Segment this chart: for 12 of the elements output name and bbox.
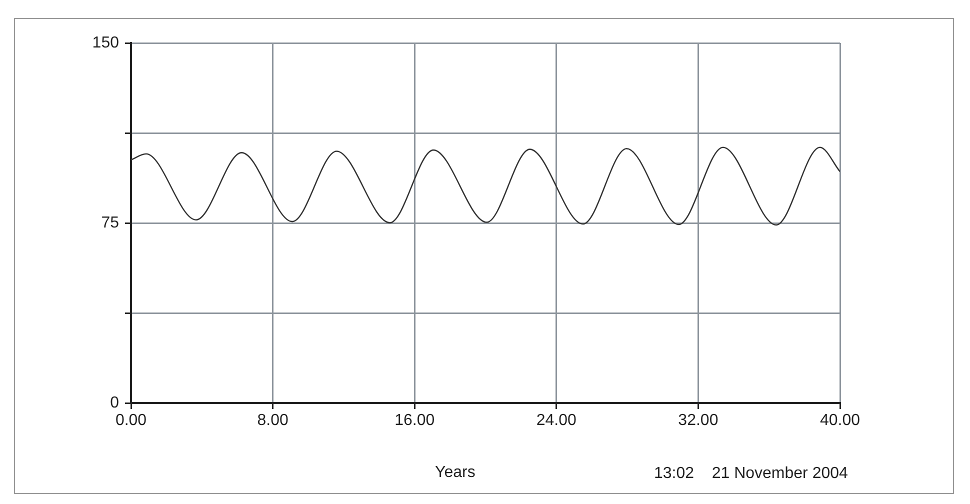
x-tick-label: 8.00	[257, 412, 288, 430]
x-axis-title: Years	[435, 464, 476, 482]
x-tick-label: 32.00	[678, 412, 718, 430]
text: 13:02 21 November 2004	[654, 465, 848, 483]
y-tick-label: 150	[92, 34, 120, 52]
line-series	[131, 146, 840, 226]
x-tick-label: 0.00	[115, 412, 147, 430]
x-tick-label: 40.00	[820, 412, 860, 430]
y-tick-label: 0	[110, 394, 120, 412]
x-tick-label: 16.00	[394, 412, 435, 430]
y-tick-label: 75	[101, 214, 120, 232]
x-tick-label: 24.00	[536, 412, 577, 430]
